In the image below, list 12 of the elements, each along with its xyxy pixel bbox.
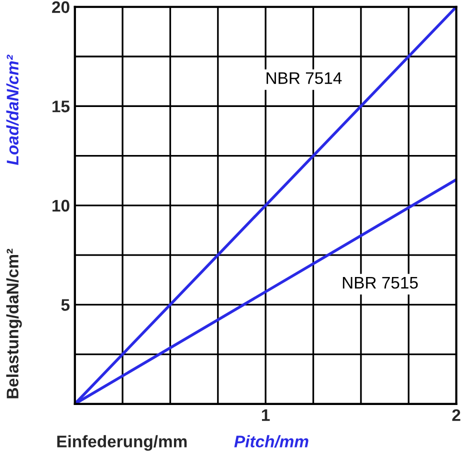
- series-label: NBR 7515: [342, 277, 418, 289]
- text: Load/daN/cm²: [6, 54, 19, 165]
- y-tick-label: 20: [52, 1, 70, 14]
- x-axis-title: Einfederung/mm: [57, 435, 187, 451]
- text: Pitch/mm: [234, 435, 308, 448]
- x-tick-label: 2: [452, 409, 460, 421]
- y-axis-title: Belastung/daN/cm²: [6, 248, 22, 398]
- series-label: NBR 7514: [266, 72, 342, 84]
- x-tick-label: 1: [262, 409, 270, 421]
- y-tick-label: 15: [52, 100, 70, 112]
- y-tick-label: 5: [61, 299, 70, 311]
- y-tick-label: 10: [52, 200, 70, 212]
